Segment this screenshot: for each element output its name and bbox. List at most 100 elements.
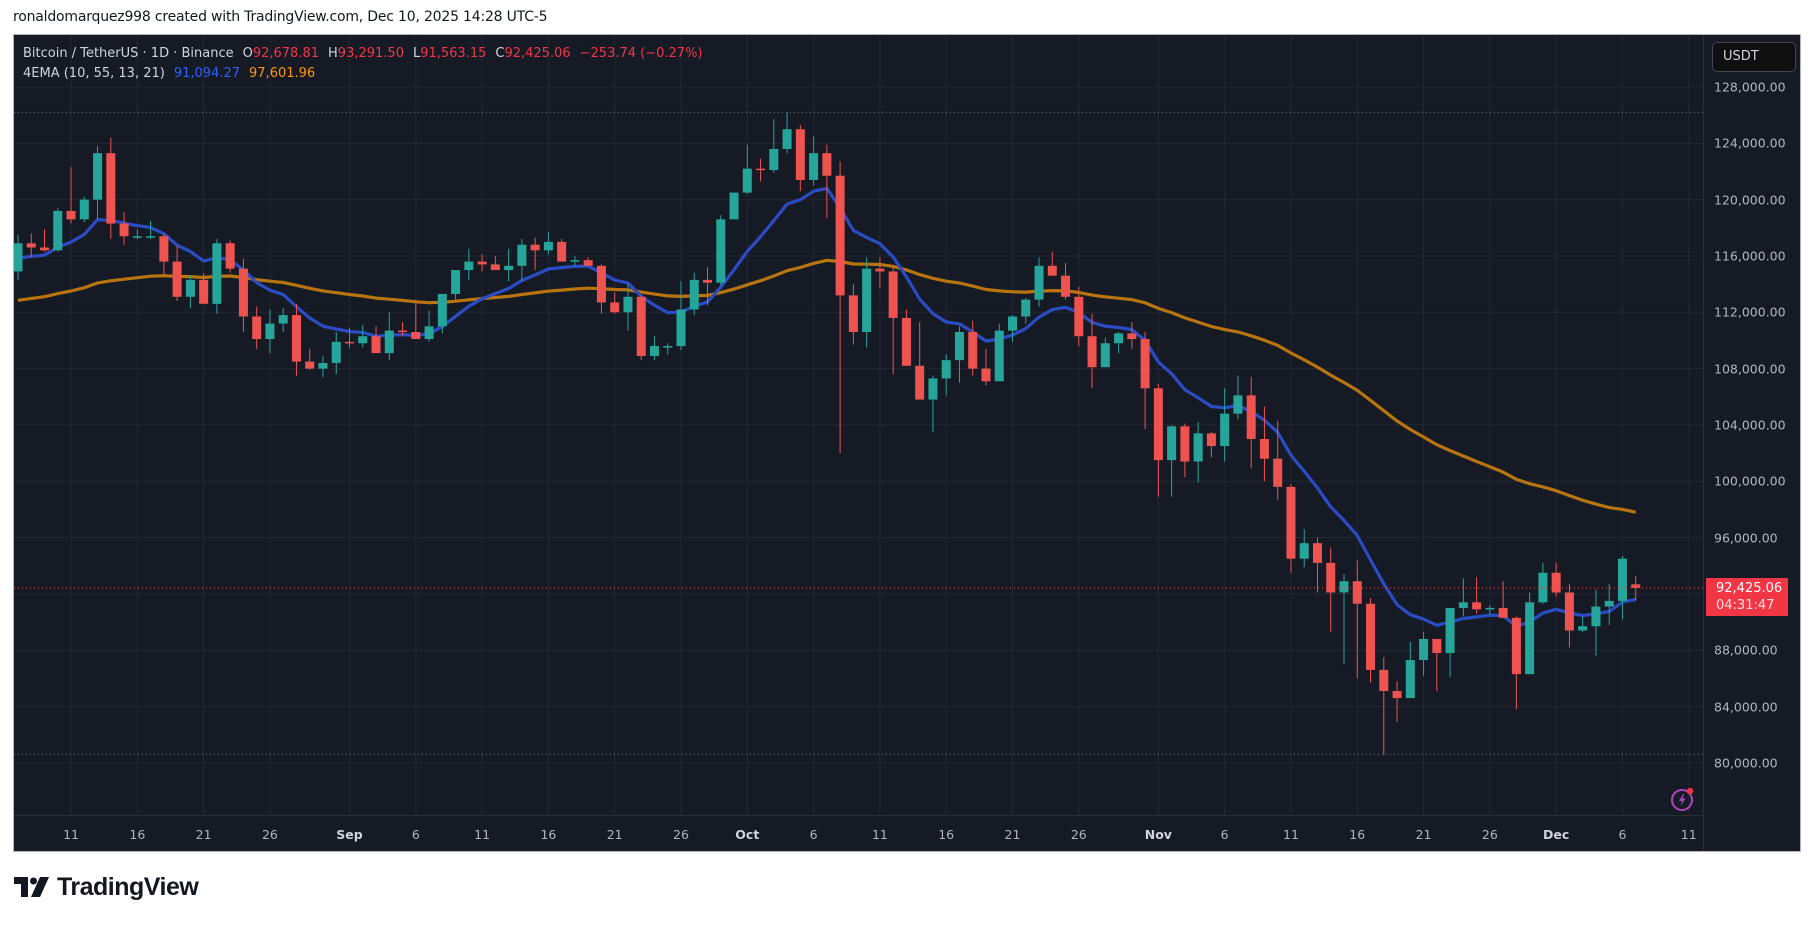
candle-body[interactable] <box>490 264 500 271</box>
candle-body[interactable] <box>994 330 1004 382</box>
candle-body[interactable] <box>26 243 36 248</box>
candle-body[interactable] <box>610 302 620 313</box>
candle-body[interactable] <box>809 153 819 180</box>
candle-body[interactable] <box>1312 543 1322 563</box>
candle-body[interactable] <box>1511 617 1521 675</box>
candle-body[interactable] <box>1193 433 1203 462</box>
candle-body[interactable] <box>954 331 964 361</box>
candle-body[interactable] <box>1339 581 1349 593</box>
candle-body[interactable] <box>40 247 50 251</box>
candle-body[interactable] <box>265 323 275 340</box>
candle-body[interactable] <box>1631 584 1641 588</box>
candle-body[interactable] <box>583 260 593 266</box>
candlestick-chart[interactable] <box>14 35 1703 815</box>
indicator-legend-row[interactable]: 4EMA (10, 55, 13, 21) 91,094.27 97,601.9… <box>23 64 703 84</box>
indicator-title[interactable]: 4EMA (10, 55, 13, 21) <box>23 66 165 81</box>
candle-body[interactable] <box>676 309 686 347</box>
candle-body[interactable] <box>663 346 673 348</box>
candle-body[interactable] <box>1180 426 1190 462</box>
candle-body[interactable] <box>106 153 116 224</box>
candle-body[interactable] <box>1153 388 1163 461</box>
candle-body[interactable] <box>1551 572 1561 593</box>
candle-body[interactable] <box>1392 691 1402 699</box>
candle-body[interactable] <box>464 261 474 271</box>
candle-body[interactable] <box>848 295 858 332</box>
candle-body[interactable] <box>570 260 580 262</box>
candle-body[interactable] <box>649 346 659 356</box>
candle-body[interactable] <box>1352 581 1362 604</box>
candle-body[interactable] <box>1578 626 1588 631</box>
candle-body[interactable] <box>915 365 925 400</box>
candle-body[interactable] <box>941 360 951 379</box>
candle-body[interactable] <box>835 175 845 296</box>
candle-body[interactable] <box>119 223 129 237</box>
candle-body[interactable] <box>1233 395 1243 414</box>
candle-body[interactable] <box>901 317 911 366</box>
candle-body[interactable] <box>1167 426 1177 461</box>
candle-body[interactable] <box>1114 333 1124 344</box>
candle-body[interactable] <box>424 326 434 340</box>
candle-body[interactable] <box>1021 299 1031 317</box>
candle-body[interactable] <box>716 219 726 283</box>
candle-body[interactable] <box>1485 607 1495 610</box>
candle-body[interactable] <box>132 236 142 238</box>
candle-body[interactable] <box>1273 458 1283 487</box>
candle-body[interactable] <box>557 241 567 262</box>
candle-body[interactable] <box>345 341 354 344</box>
candle-body[interactable] <box>318 362 328 369</box>
time-axis[interactable]: 11 16 21 26 Sep 6 11 16 21 26 Oct 6 11 16 21 26 Nov 6 11 16… <box>14 815 1703 851</box>
price-axis[interactable]: USDT 128,000.00 124,000.00 120,000.00 116,0… <box>1703 35 1800 851</box>
candle-body[interactable] <box>504 265 514 271</box>
candle-body[interactable] <box>1246 395 1256 439</box>
candle-body[interactable] <box>517 244 527 266</box>
candle-body[interactable] <box>1286 486 1296 559</box>
candle-body[interactable] <box>212 243 222 304</box>
candle-body[interactable] <box>981 368 991 382</box>
candle-body[interactable] <box>1405 660 1415 699</box>
candle-body[interactable] <box>1432 638 1442 654</box>
candle-body[interactable] <box>1299 543 1309 559</box>
candle-body[interactable] <box>79 199 89 220</box>
candle-body[interactable] <box>1604 600 1614 607</box>
candle-body[interactable] <box>437 293 447 327</box>
candle-body[interactable] <box>371 336 381 354</box>
candle-body[interactable] <box>93 153 103 200</box>
candle-body[interactable] <box>530 244 540 251</box>
candle-body[interactable] <box>1525 602 1535 675</box>
candle-body[interactable] <box>623 296 633 313</box>
candle-body[interactable] <box>875 268 885 272</box>
candle-body[interactable] <box>305 361 315 369</box>
candle-body[interactable] <box>1458 602 1468 608</box>
candle-body[interactable] <box>238 268 248 317</box>
candle-body[interactable] <box>199 279 209 304</box>
candle-body[interactable] <box>185 279 195 297</box>
candle-body[interactable] <box>278 315 288 324</box>
candle-body[interactable] <box>411 331 421 340</box>
candle-body[interactable] <box>451 270 461 294</box>
candle-body[interactable] <box>1366 603 1376 670</box>
candle-body[interactable] <box>742 168 752 193</box>
candle-body[interactable] <box>331 341 341 363</box>
candle-body[interactable] <box>1074 296 1084 337</box>
candle-body[interactable] <box>968 331 978 369</box>
candle-body[interactable] <box>1047 265 1057 276</box>
candle-body[interactable] <box>1472 602 1482 610</box>
candle-body[interactable] <box>1206 433 1216 447</box>
candle-body[interactable] <box>66 210 76 220</box>
currency-selector[interactable]: USDT <box>1712 42 1796 72</box>
candle-body[interactable] <box>252 316 262 340</box>
candle-body[interactable] <box>1564 592 1574 631</box>
ema-fast-line[interactable] <box>17 186 1636 628</box>
candle-body[interactable] <box>146 236 156 238</box>
candle-body[interactable] <box>888 271 898 318</box>
candle-body[interactable] <box>1419 638 1429 661</box>
candle-body[interactable] <box>398 330 408 333</box>
candle-body[interactable] <box>862 268 872 332</box>
candle-body[interactable] <box>769 148 779 171</box>
candle-body[interactable] <box>795 129 805 180</box>
candle-body[interactable] <box>225 243 235 269</box>
candle-body[interactable] <box>636 296 646 356</box>
candle-body[interactable] <box>159 236 169 262</box>
candle-body[interactable] <box>1591 606 1601 627</box>
candle-body[interactable] <box>1034 265 1044 300</box>
